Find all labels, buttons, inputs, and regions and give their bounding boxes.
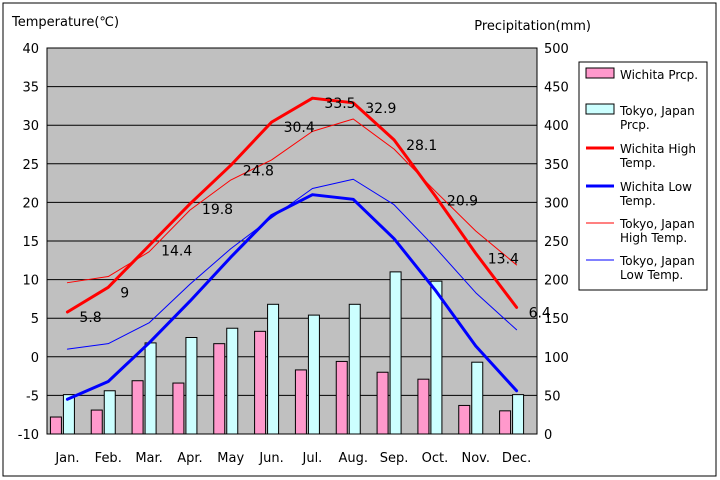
right-tick-label: 450 [544, 81, 569, 96]
wichita-prcp-bar [172, 382, 185, 435]
left-tick-label: 10 [22, 274, 39, 289]
wichita-prcp-bar [49, 416, 62, 435]
wichita-prcp-bar [335, 360, 348, 435]
temperature-lines [65, 96, 519, 401]
legend-label: Tokyo, Japan Prcp. [619, 104, 695, 132]
high-temp-value-label: 33.5 [324, 96, 355, 112]
left-tick-label: 20 [22, 196, 39, 211]
wichita-prcp-bar [131, 380, 144, 435]
right-tick-label: 100 [544, 351, 569, 366]
right-tick-label: 150 [544, 312, 569, 327]
x-tick-label: Apr. [177, 451, 202, 466]
x-tick-label: Jun. [258, 451, 283, 466]
tokyo-prcp-bar [512, 394, 525, 435]
left-tick-label: 35 [22, 81, 39, 96]
right-tick-label: 200 [544, 274, 569, 289]
tokyo-prcp-bar [389, 271, 402, 435]
high-temp-value-label: 5.8 [79, 310, 101, 326]
right-axis-label: Precipitation(mm) [474, 19, 591, 34]
left-tick-labels: -10 -5 0 5 10 15 20 25 30 35 40 [18, 42, 39, 443]
right-tick-label: 350 [544, 158, 569, 173]
left-tick-label: 5 [31, 312, 39, 327]
left-tick-label: 30 [22, 119, 39, 134]
tokyo-prcp-bar [267, 303, 280, 435]
legend-label: Wichita Low Temp. [619, 180, 692, 208]
right-tick-label: 300 [544, 196, 569, 211]
x-tick-label: Sep. [380, 451, 409, 466]
left-tick-label: -5 [26, 389, 39, 404]
high-temp-value-label: 14.4 [161, 244, 192, 260]
tokyo-prcp-bar [307, 314, 320, 435]
x-tick-label: Mar. [135, 451, 162, 466]
data-labels: 5.8 9 14.4 19.8 24.8 30.4 33.5 32.9 28.1 20.9 13.4… [79, 96, 551, 326]
tokyo-high-line [66, 118, 518, 284]
high-temp-value-label: 28.1 [406, 138, 437, 154]
wichita-prcp-bar [417, 378, 430, 435]
wichita-low-line [65, 193, 519, 401]
x-tick-label: May [217, 451, 244, 466]
tokyo-prcp-bar [430, 280, 443, 435]
legend-label: Tokyo, Japan High Temp. [619, 217, 695, 245]
x-tick-labels: Jan. Feb. Mar. Apr. May Jun. Jul. Aug. Sep. Oct. N… [54, 451, 531, 466]
tokyo-prcp-bar [226, 327, 239, 435]
legend-swatch [585, 103, 615, 115]
legend-swatch [585, 67, 615, 79]
legend-label: Tokyo, Japan Low Temp. [619, 254, 695, 282]
wichita-prcp-bar [499, 410, 512, 435]
high-temp-value-label: 24.8 [243, 163, 274, 179]
high-temp-value-label: 6.4 [529, 305, 551, 321]
tokyo-prcp-bar [144, 342, 157, 435]
legend-label: Wichita Prcp. [620, 68, 698, 82]
wichita-prcp-bar [90, 409, 103, 435]
left-tick-label: 0 [31, 351, 39, 366]
x-tick-label: Feb. [95, 451, 122, 466]
wichita-prcp-bar [254, 330, 267, 435]
left-tick-label: 15 [22, 235, 39, 250]
high-temp-value-label: 19.8 [202, 202, 233, 218]
tokyo-prcp-bar [348, 303, 361, 435]
left-axis-label: Temperature(℃) [11, 15, 119, 30]
legend-label: Wichita High Temp. [619, 142, 696, 170]
tokyo-prcp-bar [62, 394, 75, 435]
high-temp-value-label: 32.9 [365, 101, 396, 117]
high-temp-value-label: 20.9 [447, 193, 478, 209]
right-tick-label: 250 [544, 235, 569, 250]
legend-box [578, 61, 708, 291]
left-tick-label: 40 [22, 42, 39, 57]
left-tick-label: -10 [18, 428, 39, 443]
high-temp-value-label: 13.4 [488, 251, 519, 267]
right-tick-label: 50 [544, 389, 561, 404]
right-tick-label: 400 [544, 119, 569, 134]
x-tick-label: Nov. [462, 451, 491, 466]
x-tick-label: Oct. [422, 451, 449, 466]
right-tick-label: 0 [544, 428, 552, 443]
high-temp-value-label: 30.4 [284, 120, 315, 136]
x-tick-label: Dec. [502, 451, 531, 466]
tokyo-prcp-bar [103, 390, 116, 435]
x-tick-label: Jul. [302, 451, 323, 466]
right-tick-label: 500 [544, 42, 569, 57]
high-temp-value-label: 9 [120, 285, 129, 301]
wichita-prcp-bar [458, 404, 471, 435]
wichita-prcp-bar [213, 343, 226, 435]
gridlines [47, 86, 537, 396]
wichita-prcp-bar [294, 369, 307, 435]
tokyo-prcp-bar [185, 337, 198, 435]
wichita-high-line [65, 96, 519, 314]
x-tick-label: Aug. [338, 451, 368, 466]
right-tick-labels: 0 50 100 150 200 250 300 350 400 450 500 [544, 42, 569, 443]
wichita-prcp-bar [376, 371, 389, 435]
tokyo-low-line [66, 178, 518, 350]
legend: Wichita Prcp. Tokyo, Japan Prcp. Wichita Hi… [585, 67, 698, 282]
precipitation-bars [49, 271, 525, 435]
tokyo-prcp-bar [471, 361, 484, 435]
left-tick-label: 25 [22, 158, 39, 173]
x-tick-label: Jan. [54, 451, 79, 466]
